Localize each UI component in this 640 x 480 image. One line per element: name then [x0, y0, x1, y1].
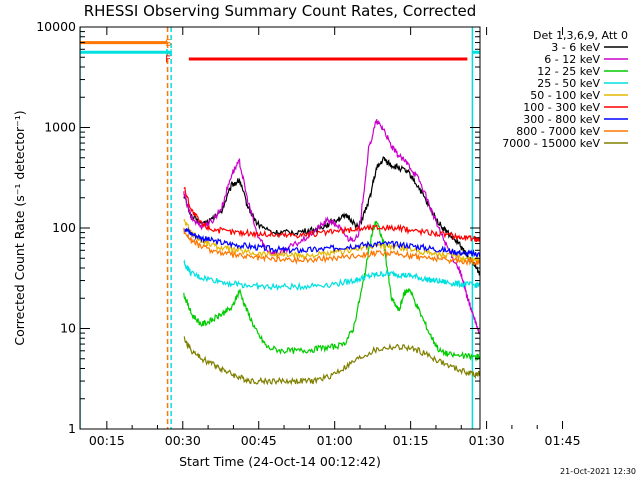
series-line [183, 186, 480, 243]
series-line [183, 336, 480, 386]
flag-label-f: F [165, 55, 171, 66]
x-tick-label: 01:15 [393, 433, 429, 448]
x-axis-label: Start Time (24-Oct-14 00:12:42) [179, 454, 381, 469]
flag-label-s: S [165, 38, 171, 49]
legend-label: 7000 - 15000 keV [502, 137, 600, 150]
series-line [183, 226, 480, 258]
legend-label: 6 - 12 keV [544, 53, 600, 66]
y-tick-label: 1000 [44, 120, 76, 135]
y-axis-ticks: 1 10 100 1000 10000 [36, 19, 480, 436]
legend-label: 800 - 7000 keV [516, 125, 600, 138]
legend-label: 25 - 50 keV [537, 77, 600, 90]
vertical-markers [80, 27, 474, 429]
x-tick-label: 01:00 [317, 433, 353, 448]
x-axis-ticks: 00:15 00:30 00:45 01:00 01:15 01:30 01:45 [89, 27, 581, 448]
y-tick-label: 10000 [36, 19, 76, 34]
series-lines [183, 119, 480, 386]
y-tick-label: 100 [52, 220, 76, 235]
series-line [183, 227, 480, 267]
chart-title: RHESSI Observing Summary Count Rates, Co… [84, 2, 477, 20]
series-line [183, 155, 480, 276]
legend-label: 3 - 6 keV [551, 41, 600, 54]
series-line [183, 218, 480, 264]
x-tick-label: 00:15 [89, 433, 125, 448]
series-line [183, 220, 480, 362]
x-tick-label: 01:30 [469, 433, 505, 448]
legend-header: Det 1,3,6,9, Att 0 [533, 29, 628, 42]
y-axis-label: Corrected Count Rate (s⁻¹ detector⁻¹) [12, 110, 27, 345]
x-tick-label: 00:30 [165, 433, 201, 448]
legend-label: 100 - 300 keV [523, 101, 600, 114]
y-tick-label: 1 [68, 421, 76, 436]
legend-label: 12 - 25 keV [537, 65, 600, 78]
x-tick-label: 01:45 [545, 433, 581, 448]
series-line [183, 259, 480, 291]
flag-bars: SNF [80, 38, 480, 66]
series-line [183, 119, 480, 335]
flag-label-n: N [165, 48, 172, 59]
x-tick-label: 00:45 [241, 433, 277, 448]
legend-label: 300 - 800 keV [523, 113, 600, 126]
timestamp: 21-Oct-2021 12:30 [560, 467, 636, 476]
plot-frame [79, 26, 481, 430]
y-tick-label: 10 [60, 321, 76, 336]
legend-label: 50 - 100 keV [530, 89, 600, 102]
